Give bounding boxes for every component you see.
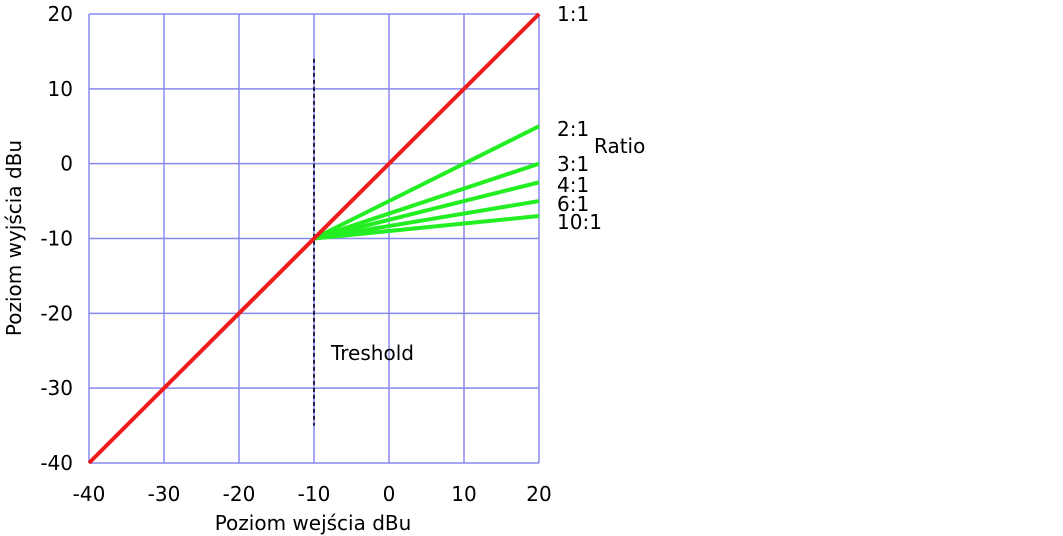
y-tick-label: -30 bbox=[40, 376, 73, 400]
threshold-label: Treshold bbox=[330, 341, 414, 365]
x-tick-label: 20 bbox=[526, 482, 551, 506]
series-line-3-1 bbox=[313, 161, 540, 241]
x-tick-label: 10 bbox=[451, 482, 476, 506]
series-label-2-1: 2:1 bbox=[557, 117, 589, 141]
tick-labels: -40 -30 -20 -10 0 10 20 -40 -30 -20 -10 0 10 20 bbox=[40, 2, 551, 506]
y-tick-label: 0 bbox=[60, 152, 73, 176]
series-line-6-1 bbox=[313, 199, 540, 241]
series-line-10-1 bbox=[313, 214, 540, 241]
y-tick-label: 20 bbox=[48, 2, 73, 26]
y-tick-label: -20 bbox=[40, 301, 73, 325]
series-line-2-1 bbox=[313, 124, 540, 241]
x-axis-title: Poziom wejścia dBu bbox=[215, 511, 412, 535]
series-label-3-1: 3:1 bbox=[557, 152, 589, 176]
series-labels: 1:1 2:1 3:14:16:110:1 bbox=[557, 2, 602, 234]
series-lines bbox=[87, 12, 541, 465]
series-line-1-1 bbox=[87, 12, 541, 465]
y-tick-label: -40 bbox=[40, 451, 73, 475]
y-tick-label: -10 bbox=[40, 227, 73, 251]
series-label-1-1: 1:1 bbox=[557, 2, 589, 26]
y-tick-label: 10 bbox=[48, 77, 73, 101]
series-label-4-1: 4:1 bbox=[557, 173, 589, 197]
y-axis-title: Poziom wyjścia dBu bbox=[2, 140, 26, 336]
series-label-10-1: 10:1 bbox=[557, 210, 602, 234]
x-tick-label: 0 bbox=[383, 482, 396, 506]
series-line-4-1 bbox=[313, 180, 540, 241]
x-tick-label: -40 bbox=[73, 482, 106, 506]
x-tick-label: -30 bbox=[148, 482, 181, 506]
x-tick-label: -10 bbox=[298, 482, 331, 506]
series-label-6-1: 6:1 bbox=[557, 192, 589, 216]
x-tick-label: -20 bbox=[223, 482, 256, 506]
ratio-group-label: Ratio bbox=[594, 134, 645, 158]
